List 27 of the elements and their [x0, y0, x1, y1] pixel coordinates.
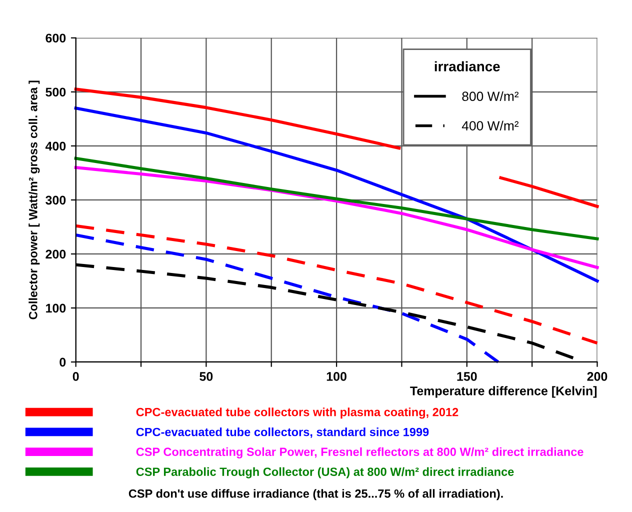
x-tick-label: 150 — [457, 372, 477, 381]
y-tick-label: 200 — [46, 250, 66, 259]
line-series — [74, 224, 599, 345]
y-tick-label: 0 — [60, 358, 66, 367]
line-series — [74, 156, 599, 240]
x-tick-label: 0 — [72, 372, 79, 381]
line-series — [74, 166, 599, 269]
line-series — [74, 106, 599, 282]
x-tick-label: 50 — [200, 372, 213, 381]
y-tick-label: 400 — [45, 142, 66, 151]
text: CPC-evacuated tube collectors with plasma coating, 2012 — [136, 408, 458, 419]
y-tick-label: 300 — [46, 196, 66, 205]
y-tick-label: 600 — [46, 34, 66, 43]
annotation: 800 W/m² — [462, 91, 519, 102]
y-tick-label: 500 — [46, 88, 66, 97]
text: CSP don't use diffuse irradiance (that is 25...75 % of all irradiation). — [128, 489, 503, 500]
legend-title: irradiance — [434, 61, 500, 72]
x-axis-title: Temperature difference [Kelvin] — [410, 386, 597, 398]
y-tick-label: 100 — [46, 304, 66, 313]
x-tick-label: 100 — [326, 372, 346, 381]
text: CSP Parabolic Trough Collector (USA) at 800 W/m² direct irradiance — [136, 467, 514, 478]
line-series — [74, 234, 500, 364]
y-axis-title: Collector power [ Watt/m² gross coll. area ] — [28, 80, 40, 320]
annotation: 400 W/m² — [462, 120, 519, 130]
text: CPC-evacuated tube collectors, standard since 1999 — [136, 428, 429, 438]
text: CSP Concentrating Solar Power, Fresnel reflectors at 800 W/m² direct irradiance — [136, 447, 584, 458]
x-tick-label: 200 — [587, 372, 608, 381]
